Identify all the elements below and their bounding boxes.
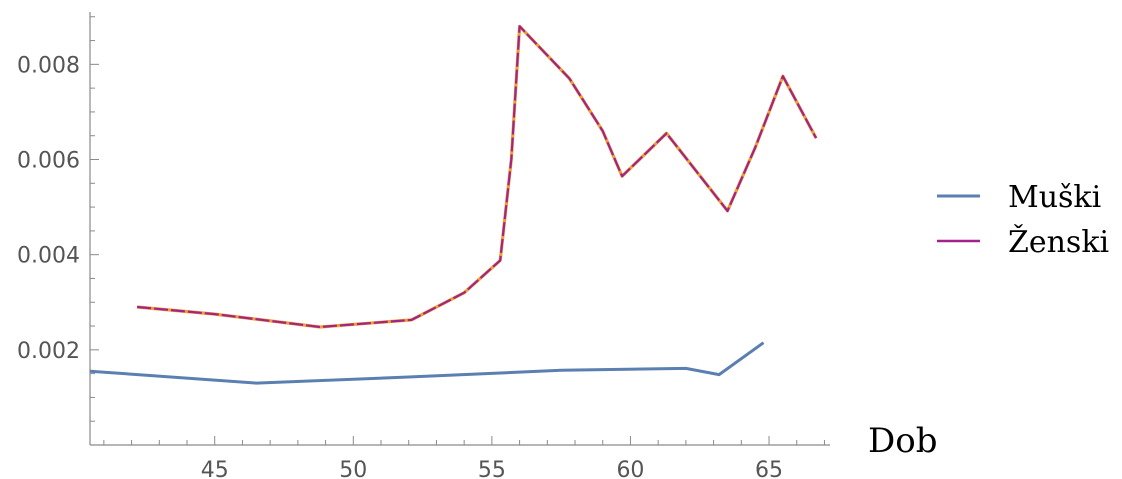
x-tick-label: 65 xyxy=(755,458,783,479)
y-tick-label: 0.002 xyxy=(17,339,80,364)
y-tick-label: 0.006 xyxy=(17,149,80,174)
axes xyxy=(89,12,830,446)
x-tick-label: 60 xyxy=(616,458,644,479)
legend-label: Ženski xyxy=(1008,224,1109,260)
legend-label: Muški xyxy=(1008,180,1101,215)
x-axis-label: Dob xyxy=(868,421,938,461)
y-tick-label: 0.008 xyxy=(17,53,80,78)
series-layer xyxy=(89,24,818,385)
legend: Muški Ženski xyxy=(937,180,1109,260)
x-tick-label: 50 xyxy=(339,458,367,479)
x-tick-label: 45 xyxy=(201,458,229,479)
y-tick-label: 0.004 xyxy=(17,244,80,269)
series-line-zenski xyxy=(136,25,818,329)
ticks: 45 50 55 60 65 0.002 0.004 0.006 0.008 xyxy=(17,16,825,479)
x-tick-label: 55 xyxy=(478,458,506,479)
series-line-muski xyxy=(89,341,765,385)
